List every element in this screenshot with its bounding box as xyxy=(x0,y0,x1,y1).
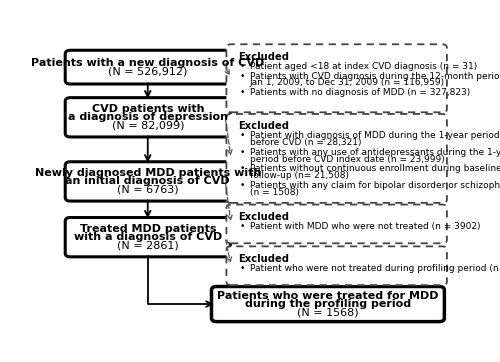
Text: Jan 1, 2009, to Dec 31, 2009 (n = 116,959): Jan 1, 2009, to Dec 31, 2009 (n = 116,95… xyxy=(250,78,445,87)
Text: Excluded: Excluded xyxy=(238,122,289,131)
Text: Patients without continuous enrollment during baseline and: Patients without continuous enrollment d… xyxy=(250,164,500,173)
Text: (N = 82,099): (N = 82,099) xyxy=(112,121,184,131)
FancyBboxPatch shape xyxy=(226,114,447,203)
Text: Excluded: Excluded xyxy=(238,212,289,222)
Text: Patients with no diagnosis of MDD (n = 327,823): Patients with no diagnosis of MDD (n = 3… xyxy=(250,88,470,97)
Text: Excluded: Excluded xyxy=(238,52,289,62)
Text: •: • xyxy=(240,181,246,190)
FancyBboxPatch shape xyxy=(226,205,447,243)
FancyBboxPatch shape xyxy=(65,50,230,84)
Text: Patients with CVD diagnosis during the 12-month period from: Patients with CVD diagnosis during the 1… xyxy=(250,72,500,80)
Text: Patient with diagnosis of MDD during the 1-year period: Patient with diagnosis of MDD during the… xyxy=(250,131,500,140)
Text: with a diagnosis of CVD: with a diagnosis of CVD xyxy=(74,232,222,242)
Text: Excluded: Excluded xyxy=(238,254,289,264)
Text: •: • xyxy=(240,264,246,273)
Text: a diagnosis of depression: a diagnosis of depression xyxy=(68,112,228,122)
Text: an initial diagnosis of CVD: an initial diagnosis of CVD xyxy=(66,176,230,186)
Text: (N = 2861): (N = 2861) xyxy=(117,240,178,251)
FancyBboxPatch shape xyxy=(212,286,444,321)
Text: Patient aged <18 at index CVD diagnosis (n = 31): Patient aged <18 at index CVD diagnosis … xyxy=(250,62,477,71)
FancyBboxPatch shape xyxy=(226,44,447,112)
Text: Patient with MDD who were not treated (n = 3902): Patient with MDD who were not treated (n… xyxy=(250,222,480,231)
Text: before CVD (n = 28,321): before CVD (n = 28,321) xyxy=(250,138,361,147)
FancyBboxPatch shape xyxy=(65,218,230,257)
Text: CVD patients with: CVD patients with xyxy=(92,104,204,114)
Text: follow-up (n= 21,508): follow-up (n= 21,508) xyxy=(250,171,348,180)
Text: •: • xyxy=(240,164,246,173)
Text: •: • xyxy=(240,222,246,231)
Text: Newly diagnosed MDD patients with: Newly diagnosed MDD patients with xyxy=(34,168,261,178)
Text: (N = 1568): (N = 1568) xyxy=(297,307,359,317)
Text: •: • xyxy=(240,62,246,71)
FancyBboxPatch shape xyxy=(226,247,447,285)
Text: (n = 1508): (n = 1508) xyxy=(250,188,298,197)
Text: Patient who were not treated during profiling period (n = 1293): Patient who were not treated during prof… xyxy=(250,264,500,273)
Text: •: • xyxy=(240,131,246,140)
Text: Patients who were treated for MDD: Patients who were treated for MDD xyxy=(217,291,438,301)
Text: Treated MDD patients: Treated MDD patients xyxy=(80,224,216,234)
Text: Patients with any claim for bipolar disorder or schizophrenia: Patients with any claim for bipolar diso… xyxy=(250,181,500,190)
Text: during the profiling period: during the profiling period xyxy=(245,299,411,309)
Text: (N = 526,912): (N = 526,912) xyxy=(108,66,188,76)
FancyBboxPatch shape xyxy=(65,98,230,137)
Text: Patients with any use of antidepressants during the 1-year: Patients with any use of antidepressants… xyxy=(250,148,500,157)
Text: Patients with a new diagnosis of CVD: Patients with a new diagnosis of CVD xyxy=(31,58,264,68)
Text: •: • xyxy=(240,148,246,157)
Text: (N = 6763): (N = 6763) xyxy=(117,185,178,195)
Text: •: • xyxy=(240,88,246,97)
Text: period before CVD index date (n = 23,999): period before CVD index date (n = 23,999… xyxy=(250,155,444,164)
FancyBboxPatch shape xyxy=(65,162,230,201)
Text: •: • xyxy=(240,72,246,80)
